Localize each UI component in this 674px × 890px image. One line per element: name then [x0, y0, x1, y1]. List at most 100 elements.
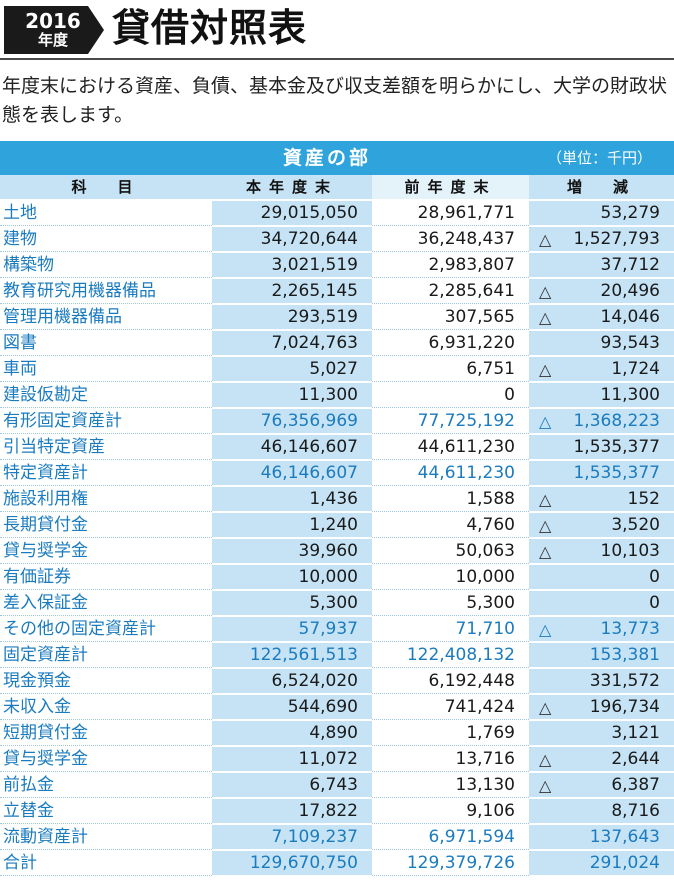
row-current-value: 6,524,020: [212, 669, 372, 694]
row-current-value: 544,690: [212, 695, 372, 720]
row-change-cell: 93,543: [529, 331, 674, 356]
table-row-subtotal: 流動資産計 7,109,237 6,971,594 137,643: [0, 825, 674, 851]
table-row: 建設仮勘定 11,300 0 11,300: [0, 383, 674, 409]
row-current-value: 1,240: [212, 513, 372, 538]
row-item-name: 貸与奨学金: [0, 539, 212, 564]
row-change-cell: △ 1,368,223: [529, 409, 674, 434]
table-row: 車両 5,027 6,751 △ 1,724: [0, 357, 674, 383]
row-item-name: 車両: [0, 357, 212, 382]
row-current-value: 76,356,969: [212, 409, 372, 434]
column-header-previous: 前年度末: [372, 175, 529, 200]
row-previous-value: 50,063: [372, 539, 529, 564]
row-change-value: 152: [627, 489, 660, 509]
row-item-name: 立替金: [0, 799, 212, 824]
row-change-value: 53,279: [600, 203, 660, 223]
row-item-name: 教育研究用機器備品: [0, 279, 212, 304]
row-item-name: 流動資産計: [0, 825, 212, 850]
row-change-value: 1,527,793: [573, 229, 660, 249]
row-current-value: 34,720,644: [212, 227, 372, 252]
row-previous-value: 28,961,771: [372, 201, 529, 226]
row-item-name: 有形固定資産計: [0, 409, 212, 434]
row-item-name: 合計: [0, 851, 212, 876]
table-row: 貸与奨学金 11,072 13,716 △ 2,644: [0, 747, 674, 773]
row-item-name: 有価証券: [0, 565, 212, 590]
table-row: 前払金 6,743 13,130 △ 6,387: [0, 773, 674, 799]
table-row: 未収入金 544,690 741,424 △ 196,734: [0, 695, 674, 721]
row-current-value: 29,015,050: [212, 201, 372, 226]
row-current-value: 39,960: [212, 539, 372, 564]
row-change-cell: △ 3,520: [529, 513, 674, 538]
row-previous-value: 6,931,220: [372, 331, 529, 356]
row-change-cell: 0: [529, 565, 674, 590]
row-change-cell: △ 152: [529, 487, 674, 512]
title-divider: [0, 58, 674, 60]
row-change-value: 6,387: [611, 775, 660, 795]
table-row: 長期貸付金 1,240 4,760 △ 3,520: [0, 513, 674, 539]
row-previous-value: 1,588: [372, 487, 529, 512]
year-badge: 2016 年度: [4, 6, 104, 54]
table-row: 現金預金 6,524,020 6,192,448 331,572: [0, 669, 674, 695]
row-change-value: 331,572: [589, 671, 660, 691]
negative-triangle-icon: △: [539, 516, 552, 535]
table-row: 有価証券 10,000 10,000 0: [0, 565, 674, 591]
table-row: 引当特定資産 46,146,607 44,611,230 1,535,377: [0, 435, 674, 461]
row-current-value: 5,300: [212, 591, 372, 616]
row-previous-value: 10,000: [372, 565, 529, 590]
row-change-value: 2,644: [611, 749, 660, 769]
row-change-cell: △ 1,724: [529, 357, 674, 382]
row-current-value: 11,072: [212, 747, 372, 772]
column-header-change: 増 減: [529, 175, 674, 200]
row-change-value: 13,773: [600, 619, 660, 639]
row-change-cell: 137,643: [529, 825, 674, 850]
row-current-value: 6,743: [212, 773, 372, 798]
negative-triangle-icon: △: [539, 750, 552, 769]
negative-triangle-icon: △: [539, 490, 552, 509]
row-change-cell: 8,716: [529, 799, 674, 824]
row-change-cell: △ 2,644: [529, 747, 674, 772]
row-change-cell: 53,279: [529, 201, 674, 226]
table-row: 短期貸付金 4,890 1,769 3,121: [0, 721, 674, 747]
row-previous-value: 2,983,807: [372, 253, 529, 278]
row-change-value: 20,496: [600, 281, 660, 301]
row-previous-value: 307,565: [372, 305, 529, 330]
negative-triangle-icon: △: [539, 308, 552, 327]
row-current-value: 2,265,145: [212, 279, 372, 304]
row-change-cell: 153,381: [529, 643, 674, 668]
row-change-value: 1,535,377: [573, 437, 660, 457]
table-row: 差入保証金 5,300 5,300 0: [0, 591, 674, 617]
row-change-cell: 1,535,377: [529, 435, 674, 460]
row-change-cell: 37,712: [529, 253, 674, 278]
table-row-subtotal: その他の固定資産計 57,937 71,710 △ 13,773: [0, 617, 674, 643]
row-current-value: 46,146,607: [212, 435, 372, 460]
row-change-value: 153,381: [589, 645, 660, 665]
row-current-value: 5,027: [212, 357, 372, 382]
row-change-cell: △ 1,527,793: [529, 227, 674, 252]
table-row: 教育研究用機器備品 2,265,145 2,285,641 △ 20,496: [0, 279, 674, 305]
row-change-cell: △ 13,773: [529, 617, 674, 642]
year-label: 年度: [37, 31, 68, 49]
table-row: 管理用機器備品 293,519 307,565 △ 14,046: [0, 305, 674, 331]
row-change-value: 1,368,223: [573, 411, 660, 431]
row-change-value: 8,716: [611, 801, 660, 821]
table-body: 土地 29,015,050 28,961,771 53,279 建物 34,720,644…: [0, 201, 674, 877]
year-number: 2016: [25, 9, 81, 33]
row-item-name: 建物: [0, 227, 212, 252]
row-item-name: 未収入金: [0, 695, 212, 720]
row-change-cell: 3,121: [529, 721, 674, 746]
row-item-name: その他の固定資産計: [0, 617, 212, 642]
table-row: 建物 34,720,644 36,248,437 △ 1,527,793: [0, 227, 674, 253]
table-row-subtotal: 特定資産計 46,146,607 44,611,230 1,535,377: [0, 461, 674, 487]
table-row-subtotal: 固定資産計 122,561,513 122,408,132 153,381: [0, 643, 674, 669]
row-change-cell: △ 20,496: [529, 279, 674, 304]
column-header-item: 科 目: [0, 175, 212, 200]
row-current-value: 3,021,519: [212, 253, 372, 278]
row-previous-value: 44,611,230: [372, 435, 529, 460]
row-item-name: 固定資産計: [0, 643, 212, 668]
row-change-value: 11,300: [600, 385, 660, 405]
row-previous-value: 6,751: [372, 357, 529, 382]
row-change-cell: 11,300: [529, 383, 674, 408]
row-change-value: 3,121: [611, 723, 660, 743]
table-header-row: 科 目 本年度末 前年度末 増 減: [0, 175, 674, 201]
row-previous-value: 44,611,230: [372, 461, 529, 486]
row-current-value: 46,146,607: [212, 461, 372, 486]
